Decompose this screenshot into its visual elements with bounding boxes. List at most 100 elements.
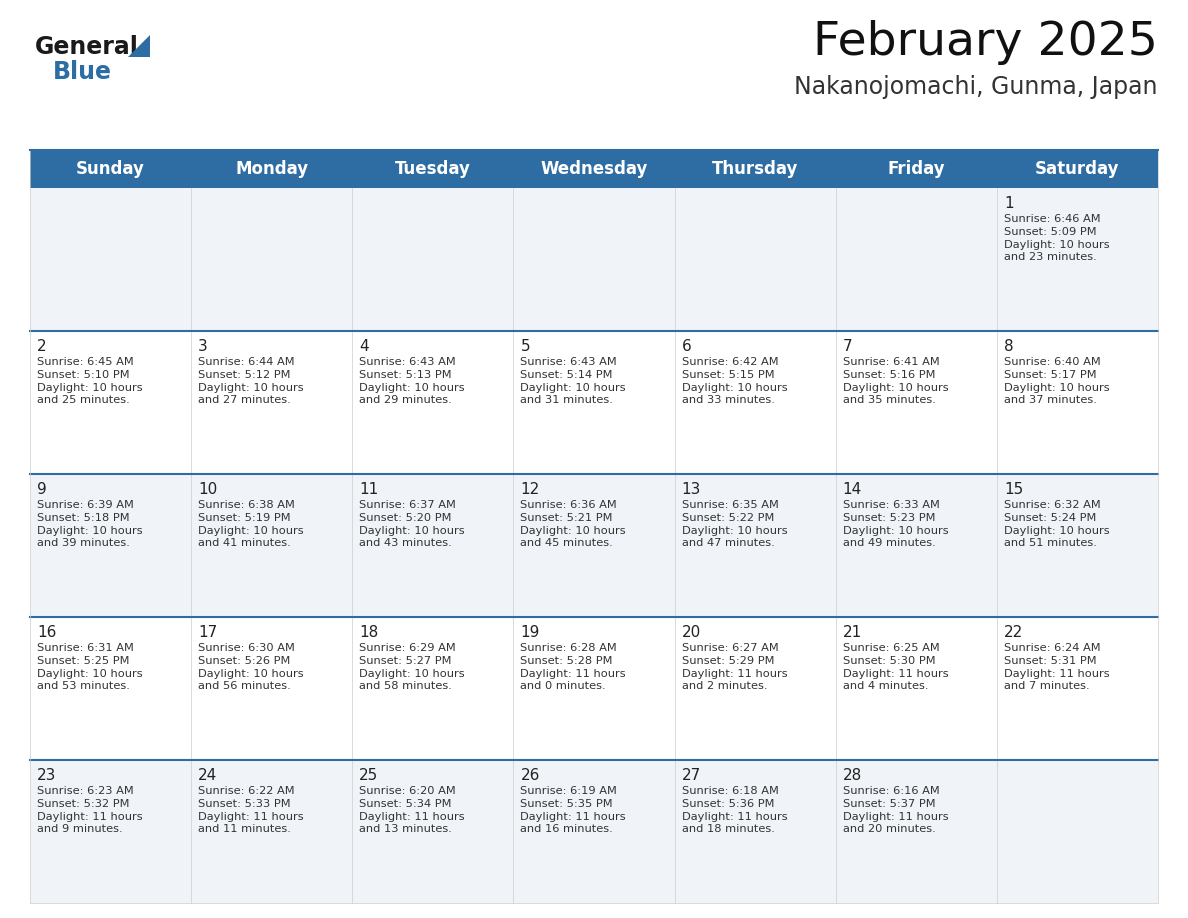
Text: Thursday: Thursday (712, 160, 798, 178)
Text: 17: 17 (198, 625, 217, 640)
Text: 8: 8 (1004, 339, 1013, 354)
Text: Sunrise: 6:44 AM
Sunset: 5:12 PM
Daylight: 10 hours
and 27 minutes.: Sunrise: 6:44 AM Sunset: 5:12 PM Dayligh… (198, 357, 304, 406)
Bar (30, 150, 1158, 188)
Text: Blue: Blue (53, 60, 112, 84)
Text: Sunrise: 6:33 AM
Sunset: 5:23 PM
Daylight: 10 hours
and 49 minutes.: Sunrise: 6:33 AM Sunset: 5:23 PM Dayligh… (842, 500, 948, 548)
Bar (835, 760, 997, 903)
Bar (997, 617, 1158, 760)
Text: Sunrise: 6:43 AM
Sunset: 5:13 PM
Daylight: 10 hours
and 29 minutes.: Sunrise: 6:43 AM Sunset: 5:13 PM Dayligh… (359, 357, 465, 406)
Text: Sunrise: 6:23 AM
Sunset: 5:32 PM
Daylight: 11 hours
and 9 minutes.: Sunrise: 6:23 AM Sunset: 5:32 PM Dayligh… (37, 786, 143, 834)
Text: 18: 18 (359, 625, 379, 640)
Polygon shape (128, 35, 150, 57)
Bar (353, 331, 513, 474)
Bar (353, 188, 513, 331)
Text: Sunrise: 6:24 AM
Sunset: 5:31 PM
Daylight: 11 hours
and 7 minutes.: Sunrise: 6:24 AM Sunset: 5:31 PM Dayligh… (1004, 643, 1110, 691)
Bar (513, 331, 675, 474)
Bar (513, 474, 675, 617)
Text: 4: 4 (359, 339, 369, 354)
Bar (191, 474, 353, 617)
Bar (191, 188, 353, 331)
Text: 3: 3 (198, 339, 208, 354)
Bar (675, 188, 835, 331)
Bar (191, 617, 353, 760)
Text: Sunrise: 6:45 AM
Sunset: 5:10 PM
Daylight: 10 hours
and 25 minutes.: Sunrise: 6:45 AM Sunset: 5:10 PM Dayligh… (37, 357, 143, 406)
Bar (675, 617, 835, 760)
Bar (30, 474, 191, 617)
Bar (30, 760, 191, 903)
Text: 1: 1 (1004, 196, 1013, 211)
Text: Sunrise: 6:39 AM
Sunset: 5:18 PM
Daylight: 10 hours
and 39 minutes.: Sunrise: 6:39 AM Sunset: 5:18 PM Dayligh… (37, 500, 143, 548)
Text: Sunrise: 6:30 AM
Sunset: 5:26 PM
Daylight: 10 hours
and 56 minutes.: Sunrise: 6:30 AM Sunset: 5:26 PM Dayligh… (198, 643, 304, 691)
Bar (30, 617, 191, 760)
Bar (997, 188, 1158, 331)
Text: 28: 28 (842, 768, 862, 783)
Text: February 2025: February 2025 (813, 20, 1158, 65)
Text: 22: 22 (1004, 625, 1023, 640)
Bar (835, 474, 997, 617)
Bar (353, 760, 513, 903)
Text: 14: 14 (842, 482, 862, 497)
Bar (191, 331, 353, 474)
Text: 19: 19 (520, 625, 539, 640)
Text: Monday: Monday (235, 160, 308, 178)
Bar (675, 331, 835, 474)
Bar (513, 760, 675, 903)
Text: 26: 26 (520, 768, 539, 783)
Bar (191, 760, 353, 903)
Text: Sunrise: 6:19 AM
Sunset: 5:35 PM
Daylight: 11 hours
and 16 minutes.: Sunrise: 6:19 AM Sunset: 5:35 PM Dayligh… (520, 786, 626, 834)
Text: Sunrise: 6:29 AM
Sunset: 5:27 PM
Daylight: 10 hours
and 58 minutes.: Sunrise: 6:29 AM Sunset: 5:27 PM Dayligh… (359, 643, 465, 691)
Text: 12: 12 (520, 482, 539, 497)
Bar (835, 188, 997, 331)
Text: 9: 9 (37, 482, 46, 497)
Text: Saturday: Saturday (1035, 160, 1119, 178)
Text: 11: 11 (359, 482, 379, 497)
Bar (835, 331, 997, 474)
Text: 16: 16 (37, 625, 56, 640)
Bar (675, 760, 835, 903)
Text: Sunrise: 6:32 AM
Sunset: 5:24 PM
Daylight: 10 hours
and 51 minutes.: Sunrise: 6:32 AM Sunset: 5:24 PM Dayligh… (1004, 500, 1110, 548)
Text: Sunrise: 6:37 AM
Sunset: 5:20 PM
Daylight: 10 hours
and 43 minutes.: Sunrise: 6:37 AM Sunset: 5:20 PM Dayligh… (359, 500, 465, 548)
Bar (513, 617, 675, 760)
Text: Sunrise: 6:16 AM
Sunset: 5:37 PM
Daylight: 11 hours
and 20 minutes.: Sunrise: 6:16 AM Sunset: 5:37 PM Dayligh… (842, 786, 948, 834)
Text: Friday: Friday (887, 160, 946, 178)
Text: 10: 10 (198, 482, 217, 497)
Bar (353, 474, 513, 617)
Text: 24: 24 (198, 768, 217, 783)
Text: 5: 5 (520, 339, 530, 354)
Text: 20: 20 (682, 625, 701, 640)
Bar (353, 617, 513, 760)
Text: Sunrise: 6:38 AM
Sunset: 5:19 PM
Daylight: 10 hours
and 41 minutes.: Sunrise: 6:38 AM Sunset: 5:19 PM Dayligh… (198, 500, 304, 548)
Text: General: General (34, 35, 139, 59)
Text: Tuesday: Tuesday (394, 160, 470, 178)
Bar (835, 617, 997, 760)
Bar (30, 331, 191, 474)
Text: 27: 27 (682, 768, 701, 783)
Text: Nakanojomachi, Gunma, Japan: Nakanojomachi, Gunma, Japan (795, 75, 1158, 99)
Text: 13: 13 (682, 482, 701, 497)
Text: 6: 6 (682, 339, 691, 354)
Bar (513, 188, 675, 331)
Text: Sunrise: 6:42 AM
Sunset: 5:15 PM
Daylight: 10 hours
and 33 minutes.: Sunrise: 6:42 AM Sunset: 5:15 PM Dayligh… (682, 357, 788, 406)
Text: Sunrise: 6:22 AM
Sunset: 5:33 PM
Daylight: 11 hours
and 11 minutes.: Sunrise: 6:22 AM Sunset: 5:33 PM Dayligh… (198, 786, 304, 834)
Text: 25: 25 (359, 768, 379, 783)
Text: 21: 21 (842, 625, 862, 640)
Text: Sunrise: 6:41 AM
Sunset: 5:16 PM
Daylight: 10 hours
and 35 minutes.: Sunrise: 6:41 AM Sunset: 5:16 PM Dayligh… (842, 357, 948, 406)
Text: 15: 15 (1004, 482, 1023, 497)
Text: Sunday: Sunday (76, 160, 145, 178)
Text: Sunrise: 6:25 AM
Sunset: 5:30 PM
Daylight: 11 hours
and 4 minutes.: Sunrise: 6:25 AM Sunset: 5:30 PM Dayligh… (842, 643, 948, 691)
Bar (997, 331, 1158, 474)
Text: Sunrise: 6:28 AM
Sunset: 5:28 PM
Daylight: 11 hours
and 0 minutes.: Sunrise: 6:28 AM Sunset: 5:28 PM Dayligh… (520, 643, 626, 691)
Bar (997, 760, 1158, 903)
Text: 23: 23 (37, 768, 56, 783)
Text: 7: 7 (842, 339, 852, 354)
Text: Sunrise: 6:20 AM
Sunset: 5:34 PM
Daylight: 11 hours
and 13 minutes.: Sunrise: 6:20 AM Sunset: 5:34 PM Dayligh… (359, 786, 465, 834)
Bar (30, 188, 191, 331)
Text: Sunrise: 6:46 AM
Sunset: 5:09 PM
Daylight: 10 hours
and 23 minutes.: Sunrise: 6:46 AM Sunset: 5:09 PM Dayligh… (1004, 214, 1110, 263)
Text: Sunrise: 6:36 AM
Sunset: 5:21 PM
Daylight: 10 hours
and 45 minutes.: Sunrise: 6:36 AM Sunset: 5:21 PM Dayligh… (520, 500, 626, 548)
Bar (997, 474, 1158, 617)
Text: Sunrise: 6:40 AM
Sunset: 5:17 PM
Daylight: 10 hours
and 37 minutes.: Sunrise: 6:40 AM Sunset: 5:17 PM Dayligh… (1004, 357, 1110, 406)
Text: 2: 2 (37, 339, 46, 354)
Text: Sunrise: 6:27 AM
Sunset: 5:29 PM
Daylight: 11 hours
and 2 minutes.: Sunrise: 6:27 AM Sunset: 5:29 PM Dayligh… (682, 643, 788, 691)
Text: Wednesday: Wednesday (541, 160, 647, 178)
Text: Sunrise: 6:35 AM
Sunset: 5:22 PM
Daylight: 10 hours
and 47 minutes.: Sunrise: 6:35 AM Sunset: 5:22 PM Dayligh… (682, 500, 788, 548)
